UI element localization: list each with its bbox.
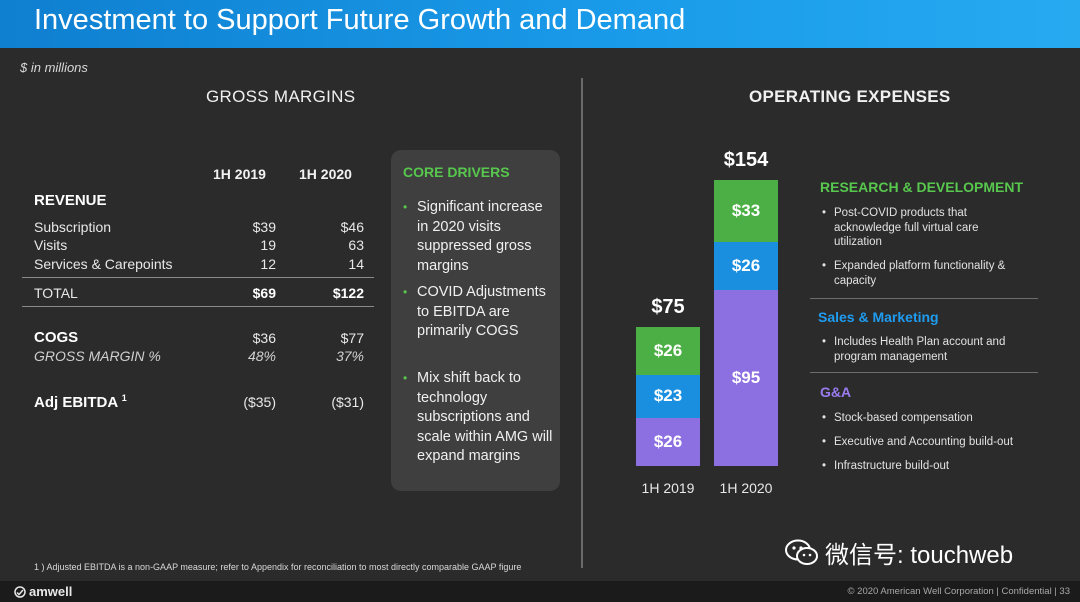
gross-margin-pct-2019: 48% bbox=[247, 348, 276, 364]
rnd-item: • Expanded platform functionality & capa… bbox=[822, 259, 1022, 288]
copyright: © 2020 American Well Corporation | Confi… bbox=[847, 586, 1070, 597]
gross-margin-pct-2020: 37% bbox=[335, 348, 364, 364]
sales-item: • Includes Health Plan account and progr… bbox=[822, 335, 1022, 364]
row-value-2019: $39 bbox=[252, 219, 276, 235]
bar-total-label: $154 bbox=[723, 149, 769, 172]
adj-ebitda-2020: ($31) bbox=[331, 394, 364, 410]
total-value-2019: $69 bbox=[252, 285, 276, 301]
ga-item: • Infrastructure build-out bbox=[822, 459, 1022, 474]
cogs-label: COGS bbox=[34, 329, 79, 346]
section-divider bbox=[581, 78, 583, 568]
bullet-icon: • bbox=[822, 412, 827, 424]
ga-item: • Executive and Accounting build-out bbox=[822, 435, 1022, 450]
bullet-icon: • bbox=[822, 260, 827, 272]
row-value-2020: $46 bbox=[340, 219, 364, 235]
row-label-visits: Visits bbox=[34, 237, 68, 253]
amwell-logo: amwell bbox=[14, 584, 72, 599]
bar-total-label: $75 bbox=[651, 295, 685, 318]
col-header-2019: 1H 2019 bbox=[213, 166, 266, 182]
sales-item-text: Includes Health Plan account and program… bbox=[834, 336, 1006, 363]
category-divider bbox=[810, 298, 1038, 299]
wechat-watermark: 微信号: touchweb bbox=[785, 535, 1013, 570]
rnd-title: RESEARCH & DEVELOPMENT bbox=[820, 179, 1024, 195]
driver-text: COVID Adjustments to EBITDA are primaril… bbox=[417, 284, 546, 339]
ga-item-text: Stock-based compensation bbox=[834, 412, 973, 424]
bullet-icon: • bbox=[403, 200, 408, 214]
adj-ebitda-2019: ($35) bbox=[243, 394, 276, 410]
gross-margins-heading: GROSS MARGINS bbox=[206, 87, 356, 106]
sales-marketing-title: Sales & Marketing bbox=[818, 309, 939, 325]
row-value-2020: 63 bbox=[348, 237, 364, 253]
col-header-2020: 1H 2020 bbox=[299, 166, 352, 182]
bar-segment-g-a: $26 bbox=[636, 417, 700, 466]
driver-item: • COVID Adjustments to EBITDA are primar… bbox=[403, 283, 553, 342]
footnote-marker: 1 bbox=[121, 393, 127, 403]
logo-text: amwell bbox=[29, 584, 73, 599]
row-label-subscription: Subscription bbox=[34, 219, 112, 235]
gross-margin-pct-label: GROSS MARGIN % bbox=[34, 348, 161, 364]
bar-segment-g-a: $95 bbox=[714, 289, 778, 466]
total-value-2020: $122 bbox=[332, 285, 364, 301]
bar-segment-research-development: $26 bbox=[636, 326, 700, 376]
table-divider bbox=[22, 306, 374, 307]
bar-segment-sales-marketing: $26 bbox=[714, 241, 778, 290]
x-axis-label: 1H 2019 bbox=[641, 480, 695, 496]
bullet-icon: • bbox=[822, 436, 827, 448]
rnd-item: • Post-COVID products that acknowledge f… bbox=[822, 206, 1022, 250]
revenue-label: REVENUE bbox=[34, 192, 107, 209]
bar-segment-sales-marketing: $23 bbox=[636, 375, 700, 418]
category-divider bbox=[810, 372, 1038, 373]
rnd-item-text: Expanded platform functionality & capaci… bbox=[834, 260, 1006, 287]
slide-title: Investment to Support Future Growth and … bbox=[34, 4, 686, 36]
table-divider bbox=[22, 277, 374, 278]
total-label: TOTAL bbox=[34, 285, 78, 301]
footnote: 1 ) Adjusted EBITDA is a non-GAAP measur… bbox=[34, 562, 522, 572]
row-value-2019: 19 bbox=[260, 237, 276, 253]
bar-segment-research-development: $33 bbox=[714, 180, 778, 242]
ga-item: • Stock-based compensation bbox=[822, 411, 1022, 426]
bullet-icon: • bbox=[403, 285, 408, 299]
bullet-icon: • bbox=[822, 207, 827, 219]
amwell-logo-icon bbox=[14, 585, 26, 598]
driver-item: • Significant increase in 2020 visits su… bbox=[403, 198, 553, 276]
footer-bar: amwell © 2020 American Well Corporation … bbox=[0, 581, 1080, 602]
bullet-icon: • bbox=[403, 371, 408, 385]
core-drivers-panel: CORE DRIVERS • Significant increase in 2… bbox=[391, 150, 560, 491]
ga-item-text: Infrastructure build-out bbox=[834, 460, 950, 472]
adj-ebitda-label: Adj EBITDA 1 bbox=[34, 393, 127, 411]
row-value-2020: 14 bbox=[348, 256, 364, 272]
units-note: $ in millions bbox=[20, 60, 88, 75]
driver-text: Significant increase in 2020 visits supp… bbox=[417, 199, 543, 274]
ga-item-text: Executive and Accounting build-out bbox=[834, 436, 1014, 448]
wechat-id: 微信号: touchweb bbox=[825, 542, 1014, 569]
x-axis-label: 1H 2020 bbox=[719, 480, 773, 496]
adj-ebitda-text: Adj EBITDA bbox=[34, 394, 118, 411]
row-value-2019: 12 bbox=[260, 256, 276, 272]
cogs-value-2019: $36 bbox=[252, 330, 276, 346]
driver-text: Mix shift back to technology subscriptio… bbox=[417, 370, 553, 464]
cogs-value-2020: $77 bbox=[340, 330, 364, 346]
wechat-icon bbox=[785, 539, 818, 565]
core-drivers-title: CORE DRIVERS bbox=[403, 164, 510, 180]
rnd-item-text: Post-COVID products that acknowledge ful… bbox=[834, 207, 979, 248]
bullet-icon: • bbox=[822, 336, 827, 348]
title-banner: Investment to Support Future Growth and … bbox=[0, 0, 1080, 48]
row-label-services: Services & Carepoints bbox=[34, 256, 173, 272]
operating-expenses-heading: OPERATING EXPENSES bbox=[749, 87, 951, 106]
driver-item: • Mix shift back to technology subscript… bbox=[403, 369, 553, 467]
bullet-icon: • bbox=[822, 460, 827, 472]
ga-title: G&A bbox=[820, 384, 852, 400]
